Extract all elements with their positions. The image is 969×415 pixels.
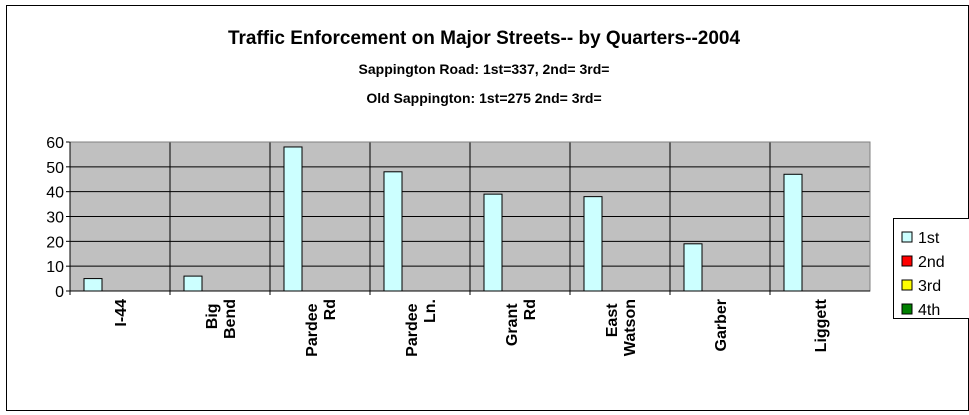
- legend-label: 1st: [918, 230, 940, 247]
- y-tick-label: 20: [46, 234, 64, 251]
- y-tick-label: 50: [46, 160, 64, 177]
- legend-label: 2nd: [918, 254, 945, 271]
- x-tick-label: Grant Rd: [504, 299, 539, 346]
- legend-swatch: [901, 303, 913, 315]
- y-tick-label: 40: [46, 185, 64, 202]
- bar: [583, 196, 603, 292]
- x-tick-label: I-44: [113, 299, 130, 327]
- legend-swatch: [901, 255, 913, 267]
- x-tick-label: East Watson: [604, 299, 639, 356]
- legend-label: 4th: [918, 302, 940, 319]
- y-tick-label: 60: [46, 135, 64, 152]
- x-tick-label: Liggett: [813, 298, 830, 352]
- bar: [183, 275, 203, 292]
- chart-subtitle: Old Sappington: 1st=275 2nd= 3rd=: [366, 90, 601, 106]
- bar: [483, 193, 503, 292]
- legend-swatch: [901, 279, 913, 291]
- x-tick-label: Big Bend: [204, 299, 239, 339]
- legend-swatch: [901, 231, 913, 243]
- chart-title: Traffic Enforcement on Major Streets-- b…: [228, 28, 741, 49]
- bar: [283, 146, 303, 292]
- x-tick-label: Pardee Rd: [304, 299, 339, 357]
- legend-label: 3rd: [918, 278, 941, 295]
- y-tick-label: 30: [46, 210, 64, 227]
- bar: [83, 278, 103, 292]
- bar: [383, 171, 403, 292]
- x-tick-label: Pardee Ln.: [404, 299, 439, 357]
- bar: [683, 243, 703, 292]
- chart-subtitle: Sappington Road: 1st=337, 2nd= 3rd=: [359, 61, 610, 77]
- x-tick-label: Garber: [713, 299, 730, 351]
- y-tick-label: 10: [46, 259, 64, 276]
- bar: [783, 173, 803, 292]
- y-tick-label: 0: [55, 284, 64, 301]
